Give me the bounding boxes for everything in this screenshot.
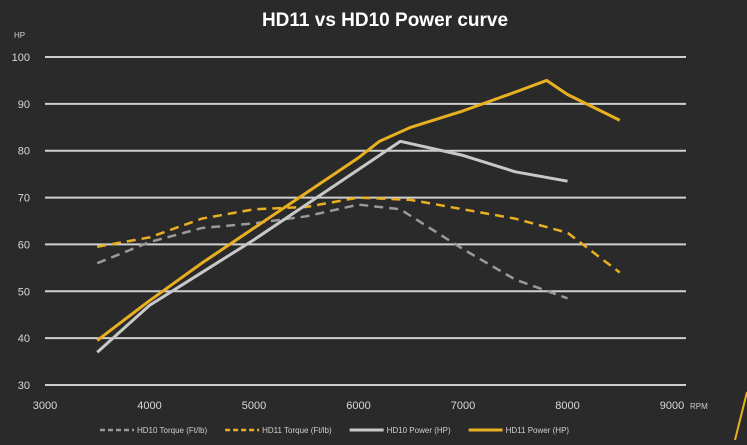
- x-tick-label: 8000: [555, 400, 579, 412]
- y-tick-label: 50: [18, 286, 30, 298]
- x-tick-label: 5000: [242, 400, 266, 412]
- x-tick-label: 6000: [346, 400, 370, 412]
- series-line-1: [97, 196, 621, 274]
- chart-title: HD11 vs HD10 Power curve: [262, 10, 508, 31]
- legend-label: HD11 Torque (Ft/lb): [262, 426, 332, 435]
- x-tick-label: 7000: [451, 400, 475, 412]
- x-tick-label: 4000: [137, 400, 161, 412]
- series-line-2: [96, 139, 568, 354]
- y-tick-label: 100: [12, 52, 30, 64]
- y-tick-label: 90: [18, 99, 30, 111]
- legend-label: HD10 Power (HP): [387, 426, 451, 435]
- series-line-3: [96, 78, 621, 342]
- corner-decoration: [734, 391, 747, 441]
- y-tick-label: 40: [18, 333, 30, 345]
- y-axis-label: HP: [14, 31, 25, 40]
- legend-label: HD10 Torque (Ft/lb): [137, 426, 207, 435]
- x-axis-label: RPM: [690, 402, 708, 411]
- y-tick-label: 60: [18, 239, 30, 251]
- x-tick-label: 9000: [660, 400, 684, 412]
- y-tick-label: 80: [18, 146, 30, 158]
- y-tick-label: 70: [18, 193, 30, 205]
- y-tick-label: 30: [18, 380, 30, 392]
- legend-label: HD11 Power (HP): [506, 426, 570, 435]
- x-tick-label: 3000: [33, 400, 57, 412]
- series-line-0: [96, 203, 568, 300]
